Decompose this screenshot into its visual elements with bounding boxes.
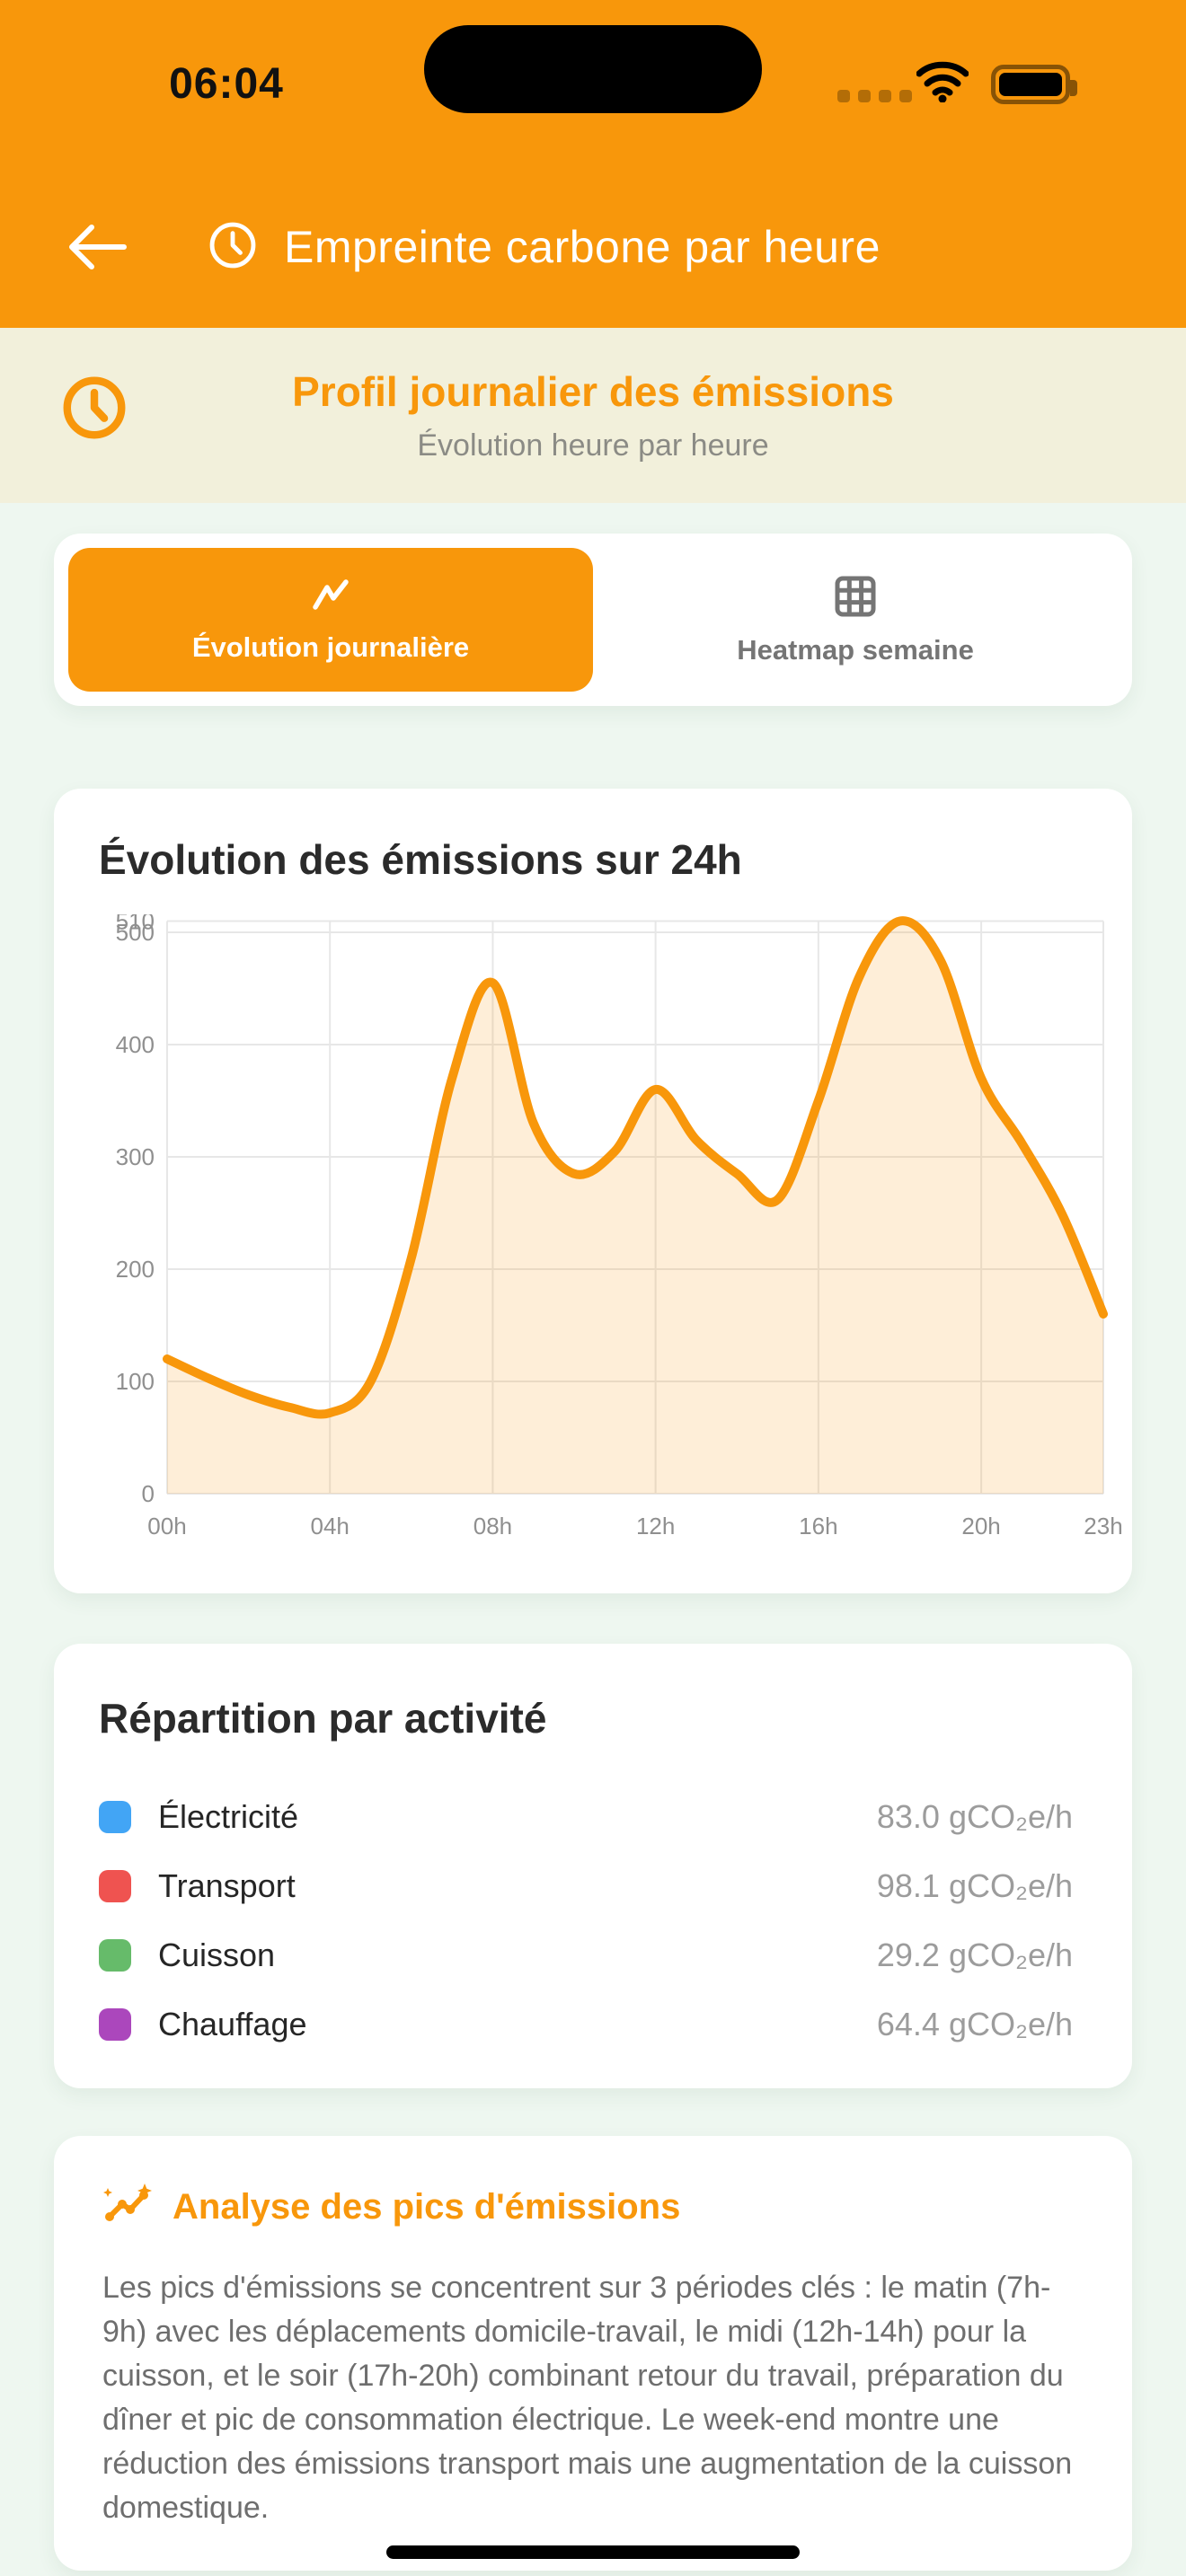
legend-value: 64.4 gCO₂e/h — [876, 2005, 1073, 2042]
trending-line-icon — [308, 577, 353, 619]
legend-row-electricite: Électricité 83.0 gCO₂e/h — [99, 1782, 1087, 1851]
legend-row-cuisson: Cuisson 29.2 gCO₂e/h — [99, 1920, 1087, 1989]
legend-value: 83.0 gCO₂e/h — [876, 1797, 1073, 1835]
svg-text:04h: 04h — [311, 1513, 350, 1539]
svg-text:0: 0 — [142, 1480, 155, 1507]
color-swatch — [99, 1800, 131, 1833]
color-swatch — [99, 1938, 131, 1972]
chart-title: Évolution des émissions sur 24h — [99, 836, 742, 883]
wifi-icon — [916, 61, 969, 107]
activity-breakdown-card: Répartition par activité Électricité 83.… — [54, 1644, 1132, 2088]
analysis-body: Les pics d'émissions se concentrent sur … — [102, 2271, 1073, 2525]
svg-text:00h: 00h — [147, 1513, 186, 1539]
color-swatch — [99, 2007, 131, 2041]
banner: Profil journalier des émissions Évolutio… — [0, 328, 1186, 503]
svg-text:300: 300 — [116, 1143, 155, 1170]
insights-sparkle-icon — [102, 2183, 153, 2232]
signal-dots-icon — [837, 90, 912, 102]
svg-text:400: 400 — [116, 1031, 155, 1058]
view-switcher: Évolution journalière Heatmap semaine — [54, 534, 1132, 706]
svg-text:12h: 12h — [636, 1513, 675, 1539]
svg-text:16h: 16h — [799, 1513, 837, 1539]
tab-evolution-journaliere[interactable]: Évolution journalière — [68, 548, 593, 692]
legend-value: 29.2 gCO₂e/h — [876, 1936, 1073, 1973]
breakdown-title: Répartition par activité — [99, 1695, 547, 1742]
svg-text:200: 200 — [116, 1256, 155, 1283]
nav-bar: Empreinte carbone par heure — [0, 207, 1186, 287]
tab-heatmap-semaine[interactable]: Heatmap semaine — [593, 548, 1118, 692]
peak-analysis-card: Analyse des pics d'émissions Les pics d'… — [54, 2136, 1132, 2571]
color-swatch — [99, 1869, 131, 1902]
svg-text:23h: 23h — [1084, 1513, 1122, 1539]
home-indicator[interactable] — [386, 2545, 800, 2559]
page-title: Empreinte carbone par heure — [284, 222, 881, 272]
analysis-title: Analyse des pics d'émissions — [173, 2187, 681, 2227]
banner-title: Profil journalier des émissions — [292, 368, 894, 415]
battery-icon — [991, 65, 1077, 104]
svg-text:510: 510 — [116, 914, 155, 935]
back-button[interactable] — [61, 212, 133, 284]
emissions-chart-card: Évolution des émissions sur 24h 0 100 200 3… — [54, 789, 1132, 1593]
emissions-line-chart: 0 100 200 300 400 500 510 00h 04h 08h 12h 16h 20h 23h — [99, 908, 1123, 1548]
legend-row-chauffage: Chauffage 64.4 gCO₂e/h — [99, 1989, 1087, 2059]
clock-icon — [59, 373, 129, 447]
grid-icon — [833, 574, 878, 622]
status-time: 06:04 — [169, 60, 284, 108]
svg-text:08h: 08h — [474, 1513, 512, 1539]
clock-icon — [207, 219, 259, 276]
app-header: 06:04 Emp — [0, 0, 1186, 328]
banner-subtitle: Évolution heure par heure — [417, 428, 769, 463]
legend-row-transport: Transport 98.1 gCO₂e/h — [99, 1851, 1087, 1920]
legend-value: 98.1 gCO₂e/h — [876, 1866, 1073, 1904]
svg-text:100: 100 — [116, 1368, 155, 1395]
dynamic-island — [424, 25, 762, 113]
svg-text:20h: 20h — [961, 1513, 1000, 1539]
status-bar: 06:04 — [0, 0, 1186, 135]
svg-text:500: 500 — [116, 919, 155, 946]
